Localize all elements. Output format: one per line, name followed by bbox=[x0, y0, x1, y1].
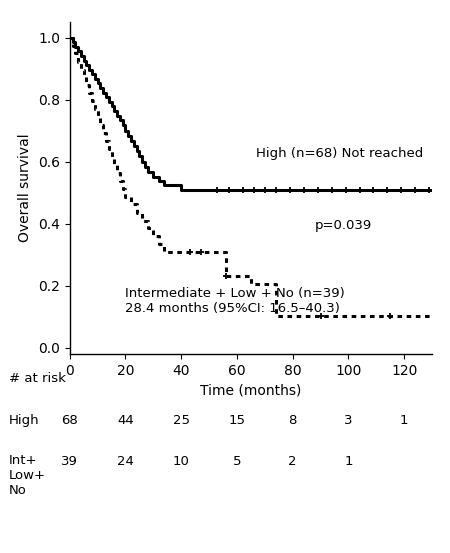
Text: 10: 10 bbox=[173, 455, 189, 468]
Text: 44: 44 bbox=[117, 414, 134, 427]
Text: 2: 2 bbox=[288, 455, 297, 468]
Text: 39: 39 bbox=[61, 455, 78, 468]
Text: 5: 5 bbox=[233, 455, 241, 468]
Text: 15: 15 bbox=[229, 414, 245, 427]
Text: 25: 25 bbox=[173, 414, 190, 427]
Text: 8: 8 bbox=[288, 414, 297, 427]
Text: Intermediate + Low + No (n=39)
28.4 months (95%CI: 16.5–40.3): Intermediate + Low + No (n=39) 28.4 mont… bbox=[126, 287, 345, 315]
Text: p=0.039: p=0.039 bbox=[315, 219, 372, 232]
Text: 1: 1 bbox=[344, 455, 353, 468]
Text: High (n=68) Not reached: High (n=68) Not reached bbox=[256, 148, 424, 160]
Text: 24: 24 bbox=[117, 455, 134, 468]
Text: High: High bbox=[9, 414, 40, 427]
Text: Int+
Low+
No: Int+ Low+ No bbox=[9, 454, 46, 497]
Y-axis label: Overall survival: Overall survival bbox=[18, 134, 32, 242]
Text: # at risk: # at risk bbox=[9, 372, 66, 385]
Text: 3: 3 bbox=[344, 414, 353, 427]
Text: 68: 68 bbox=[61, 414, 78, 427]
X-axis label: Time (months): Time (months) bbox=[200, 383, 302, 397]
Text: 1: 1 bbox=[400, 414, 409, 427]
